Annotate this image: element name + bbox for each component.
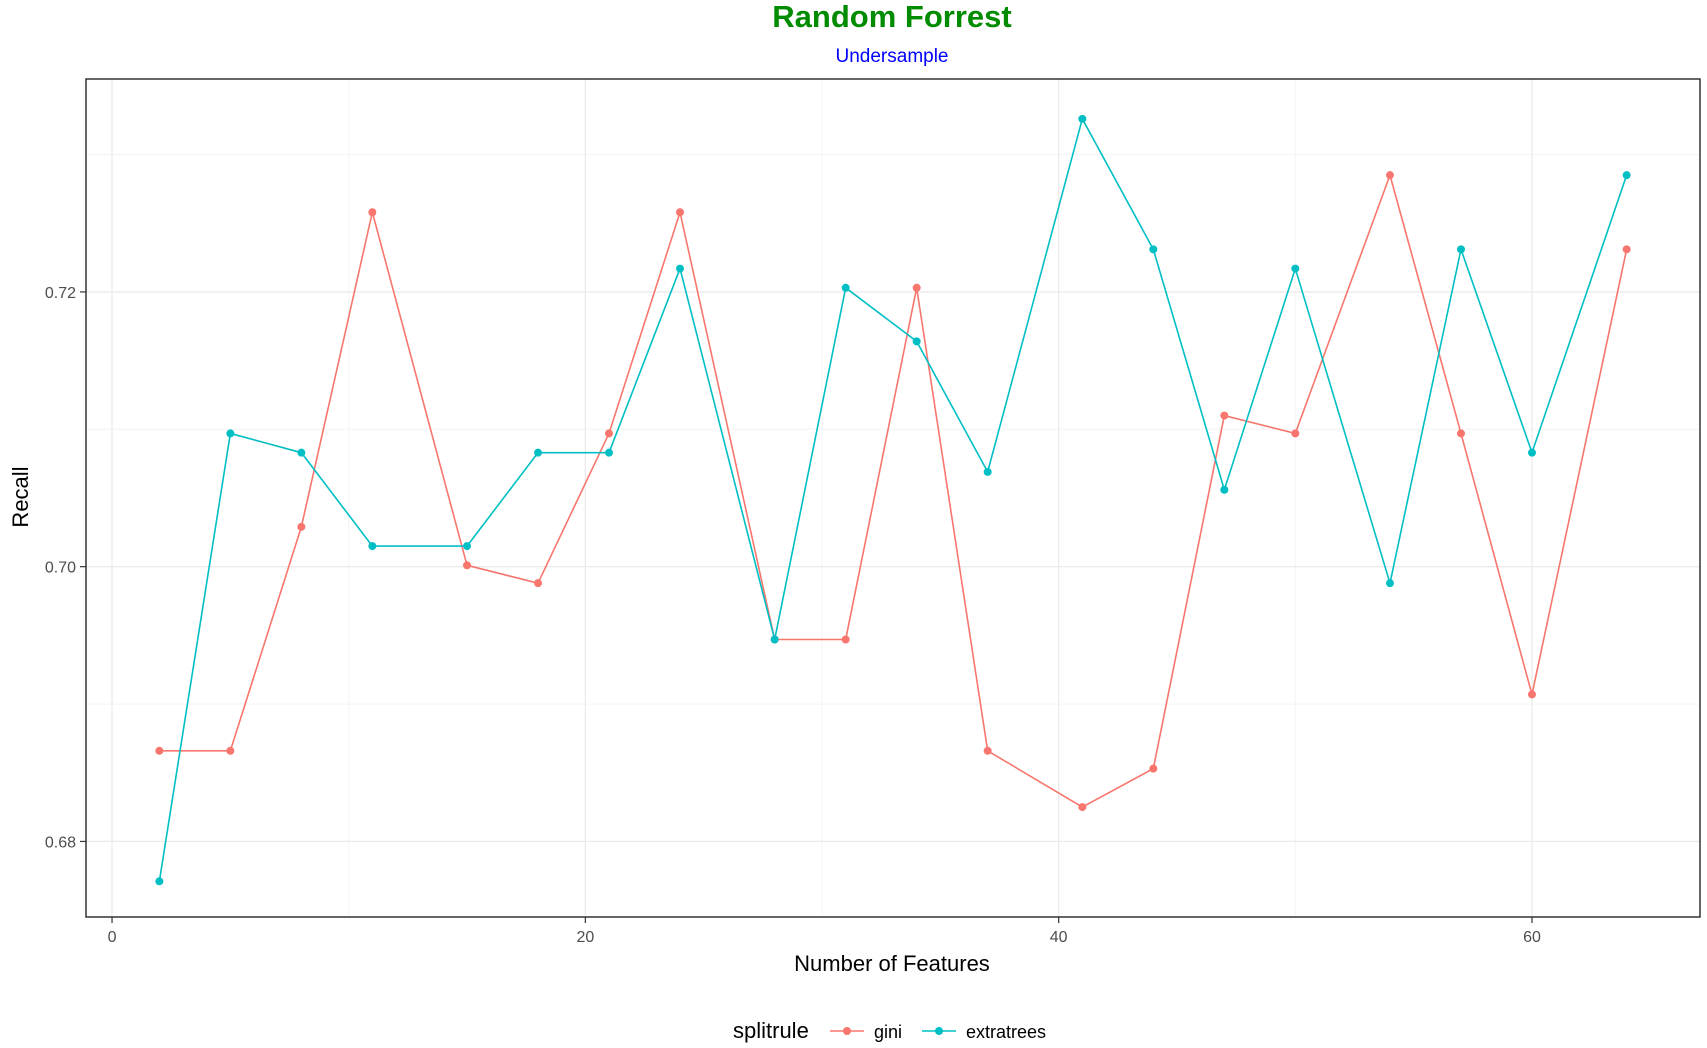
data-point-gini (534, 579, 543, 588)
chart-subtitle: Undersample (836, 46, 949, 67)
data-point-gini (1291, 429, 1300, 438)
data-point-extratrees (770, 635, 779, 644)
data-point-extratrees (1527, 448, 1536, 457)
data-point-gini (297, 522, 306, 531)
x-tick-label: 0 (108, 929, 117, 946)
data-point-extratrees (676, 264, 685, 273)
data-point-extratrees (1456, 245, 1465, 254)
data-point-gini (1220, 411, 1229, 420)
data-point-gini (912, 283, 921, 292)
data-point-extratrees (1149, 245, 1158, 254)
data-point-extratrees (155, 877, 164, 886)
x-axis-title: Number of Features (794, 951, 990, 976)
data-point-extratrees (1291, 264, 1300, 273)
data-point-gini (983, 746, 992, 755)
data-point-extratrees (1385, 579, 1394, 588)
data-point-extratrees (605, 448, 614, 457)
legend: splitrule gini extratrees (733, 1018, 1046, 1043)
legend-key-point-extratrees (935, 1027, 943, 1035)
data-point-extratrees (534, 448, 543, 457)
data-point-gini (1456, 429, 1465, 438)
y-axis-title: Recall (8, 466, 33, 527)
data-point-extratrees (983, 467, 992, 476)
x-tick-label: 60 (1523, 929, 1541, 946)
data-point-extratrees (297, 448, 306, 457)
data-point-extratrees (1622, 171, 1631, 180)
y-tick-label: 0.68 (45, 834, 76, 851)
legend-label-extratrees: extratrees (966, 1022, 1046, 1042)
chart-title: Random Forrest (772, 0, 1011, 34)
data-point-extratrees (226, 429, 235, 438)
data-point-gini (1149, 764, 1158, 773)
legend-items: gini extratrees (830, 1022, 1046, 1042)
data-point-gini (1385, 171, 1394, 180)
y-tick-label: 0.70 (45, 560, 76, 577)
data-point-extratrees (368, 542, 377, 551)
data-point-extratrees (463, 542, 472, 551)
data-point-gini (155, 746, 164, 755)
legend-key-point-gini (843, 1027, 851, 1035)
legend-title: splitrule (733, 1018, 809, 1043)
x-tick-label: 40 (1050, 929, 1068, 946)
data-point-gini (1622, 245, 1631, 254)
x-tick-label: 20 (576, 929, 594, 946)
data-point-extratrees (1220, 485, 1229, 494)
plot-panel-border (85, 78, 1701, 918)
grid-lines (86, 79, 1700, 917)
data-point-gini (676, 208, 685, 217)
data-point-extratrees (841, 283, 850, 292)
data-point-gini (1527, 690, 1536, 699)
data-point-extratrees (912, 337, 921, 346)
data-point-gini (1078, 803, 1087, 812)
plot-series (155, 114, 1631, 886)
data-point-gini (368, 208, 377, 217)
series-line-gini (159, 174, 1628, 808)
data-point-extratrees (1078, 114, 1087, 123)
data-point-gini (841, 635, 850, 644)
series-line-extratrees (158, 118, 1628, 882)
data-point-gini (463, 561, 472, 570)
legend-label-gini: gini (874, 1022, 902, 1042)
data-point-gini (605, 429, 614, 438)
axes: 0 20 40 60 0.68 0.70 0.72 (45, 285, 1541, 946)
data-point-gini (226, 746, 235, 755)
y-tick-label: 0.72 (45, 285, 76, 302)
